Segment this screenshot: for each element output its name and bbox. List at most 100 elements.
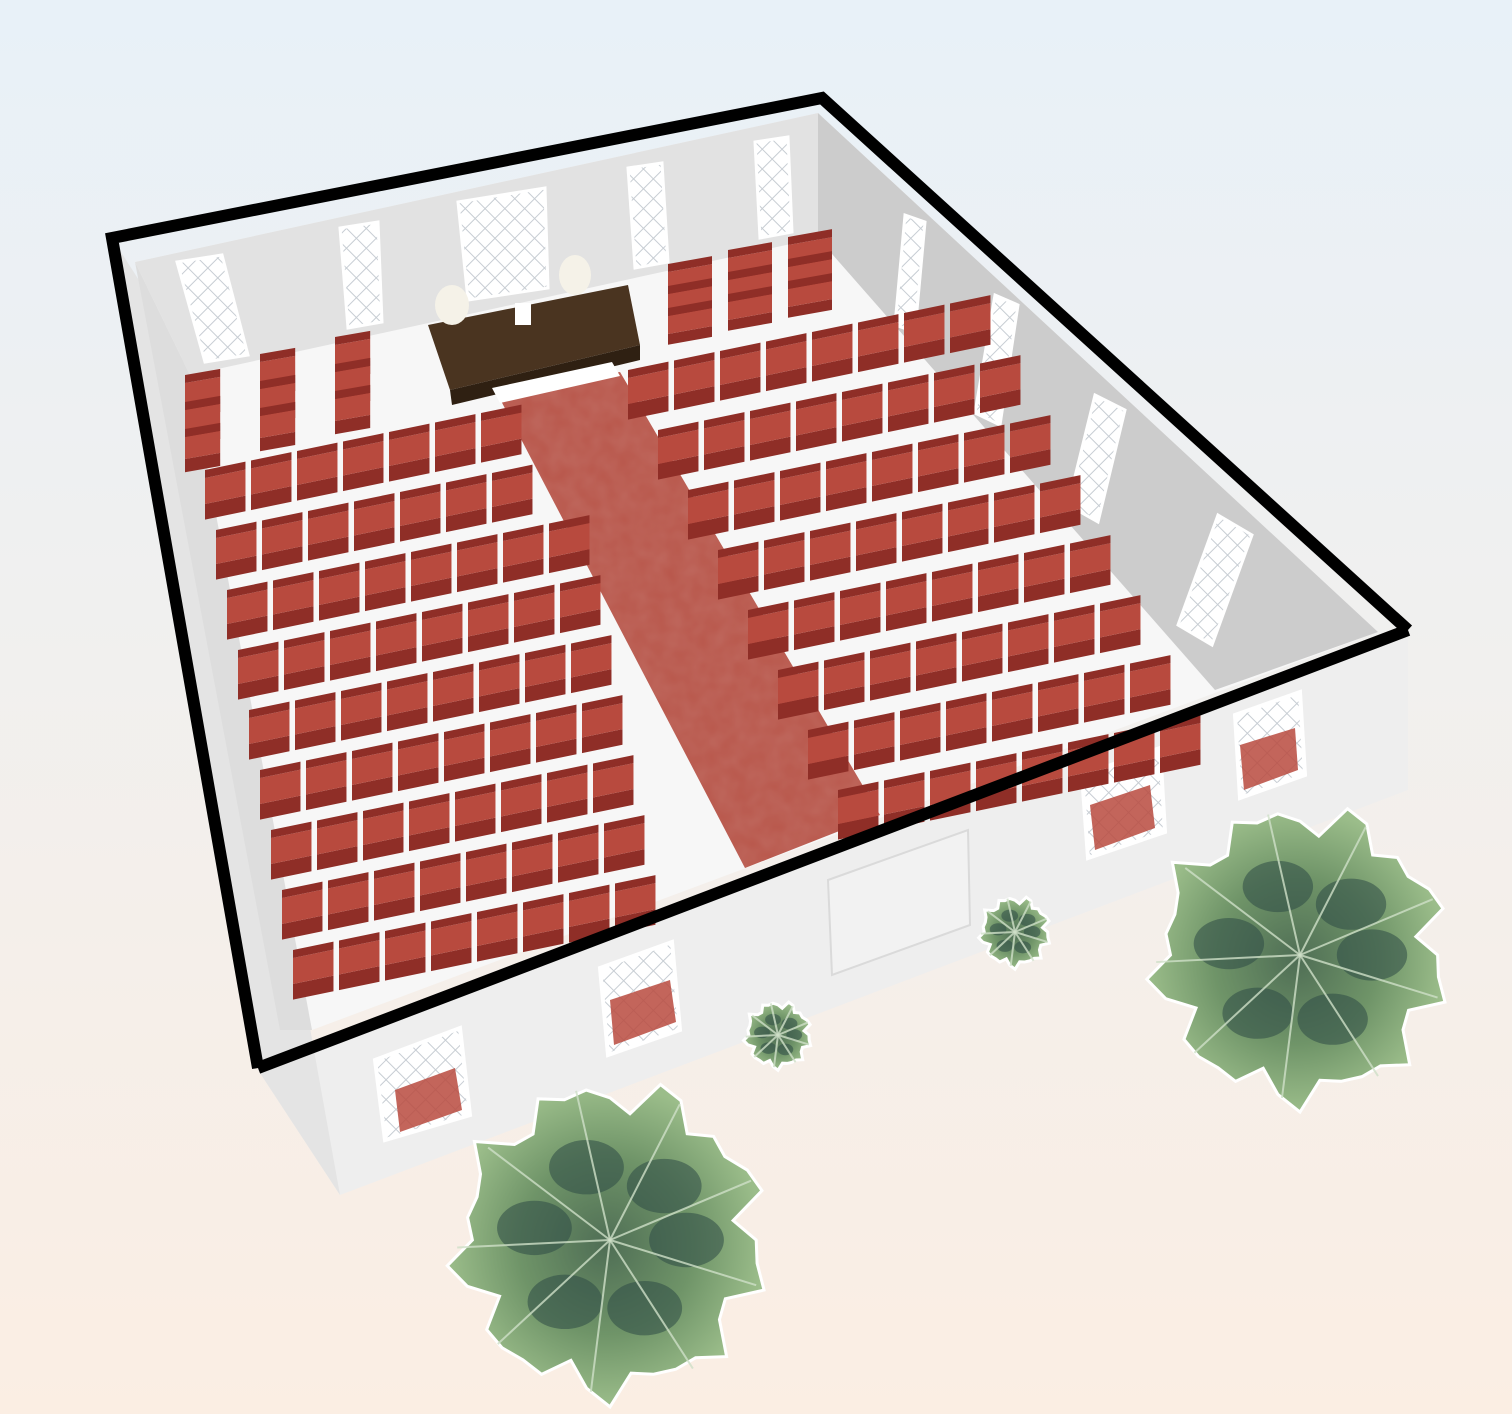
seat xyxy=(918,442,959,477)
seat-base xyxy=(514,618,555,643)
seat-back xyxy=(824,652,865,669)
tree-shadow xyxy=(996,939,1014,952)
seat xyxy=(558,832,599,867)
seat-row xyxy=(335,384,371,435)
seat-base xyxy=(858,348,899,373)
seat-row xyxy=(808,655,1171,780)
seat xyxy=(1008,622,1049,657)
seat-base xyxy=(512,868,553,893)
tree-branch xyxy=(777,1034,810,1046)
seat-back xyxy=(352,742,393,759)
seat-back xyxy=(205,461,246,478)
seat-base xyxy=(994,518,1035,543)
seat xyxy=(422,611,463,646)
seat-row xyxy=(227,515,590,640)
seat-base xyxy=(435,448,476,473)
seat xyxy=(593,763,634,798)
seat xyxy=(858,322,899,357)
seat-back xyxy=(1054,604,1095,621)
seat-base xyxy=(950,329,991,354)
seat xyxy=(341,690,382,725)
seat-back xyxy=(385,922,426,939)
seat-back xyxy=(295,692,336,709)
seat xyxy=(339,940,380,975)
tree-branch xyxy=(745,1034,779,1038)
seat xyxy=(840,590,881,625)
seat xyxy=(810,530,851,565)
tree-shadow xyxy=(527,1274,603,1330)
seat-back xyxy=(788,251,832,267)
seat xyxy=(435,422,476,457)
seat-back xyxy=(688,481,729,498)
seat xyxy=(900,710,941,745)
seat-back xyxy=(582,695,623,712)
seat xyxy=(251,460,292,495)
entrance-door[interactable] xyxy=(826,828,972,977)
seat xyxy=(658,429,699,464)
seat-back xyxy=(558,824,599,841)
seat xyxy=(282,889,323,924)
tree-branch xyxy=(1014,931,1035,962)
seat-back xyxy=(856,513,897,530)
seat-back xyxy=(794,592,835,609)
tree-branch xyxy=(753,1034,779,1058)
seat-base xyxy=(293,975,334,1000)
seat-back xyxy=(838,781,879,798)
seat xyxy=(704,420,745,455)
seat xyxy=(466,851,507,886)
seat-back xyxy=(308,502,349,519)
seat-base xyxy=(872,477,913,502)
seat-back xyxy=(1100,595,1141,612)
seat xyxy=(1160,723,1201,758)
seat-row xyxy=(788,273,832,318)
seat-back xyxy=(728,242,772,258)
seat xyxy=(501,782,542,817)
seat-base xyxy=(932,597,973,622)
seat-back xyxy=(354,493,395,510)
seat xyxy=(946,701,987,736)
seat-back xyxy=(374,862,415,879)
seat-row xyxy=(249,635,612,760)
seat-base xyxy=(964,458,1005,483)
seat-base xyxy=(501,808,542,833)
seat-base xyxy=(549,549,590,574)
seat xyxy=(490,722,531,757)
seat-back xyxy=(593,755,634,772)
seat-base xyxy=(536,738,577,763)
seat-back xyxy=(858,314,899,331)
seat-back xyxy=(904,304,945,321)
seat-back xyxy=(422,603,463,620)
seat xyxy=(728,294,772,320)
tree-shadow xyxy=(549,1140,624,1195)
seat xyxy=(374,870,415,905)
seat-base xyxy=(525,678,566,703)
seat xyxy=(978,562,1019,597)
seat xyxy=(227,589,268,624)
tree-shadow xyxy=(1001,909,1019,922)
seat-base xyxy=(466,877,507,902)
seat-back xyxy=(1084,664,1125,681)
seat-back xyxy=(992,683,1033,700)
seat-back xyxy=(400,483,441,500)
seat xyxy=(492,472,533,507)
seat-back xyxy=(1022,743,1063,760)
seat-back xyxy=(1008,614,1049,631)
seat-back xyxy=(560,575,601,592)
seat-base xyxy=(365,587,406,612)
seat xyxy=(569,892,610,927)
seat-back xyxy=(284,632,325,649)
seat-back xyxy=(932,563,973,580)
seat xyxy=(962,631,1003,666)
seat xyxy=(1024,552,1065,587)
seat-base xyxy=(886,607,927,632)
seat xyxy=(433,671,474,706)
seat-base xyxy=(946,727,987,752)
seat xyxy=(628,369,669,404)
seat-base xyxy=(720,376,761,401)
seat-back xyxy=(884,772,925,789)
seat-row xyxy=(260,401,296,452)
seat-base xyxy=(978,588,1019,613)
seat-base xyxy=(918,468,959,493)
